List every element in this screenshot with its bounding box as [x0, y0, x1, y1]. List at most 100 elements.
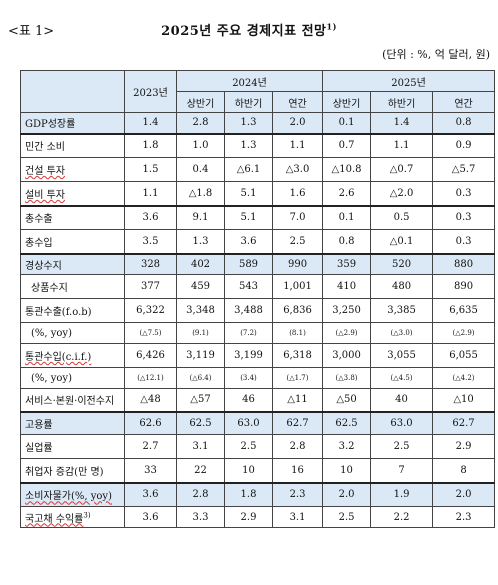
table-cell: 3.6 [224, 229, 273, 254]
header-2025-h2: 하반기 [370, 91, 434, 113]
table-cell: (△1.7) [271, 367, 324, 389]
table-cell: 22 [176, 458, 225, 483]
table-cell: 3.3 [176, 506, 225, 528]
table-cell: (8.1) [271, 322, 324, 344]
table-cell: 1.3 [224, 132, 273, 158]
table-cell: 62.7 [432, 410, 496, 435]
row-label: 실업률 [20, 434, 125, 459]
table-cell: (△4.5) [370, 367, 434, 389]
row-label: (%, yoy) [20, 367, 125, 389]
table-cell: 46 [224, 388, 273, 412]
table-row-cpi: 소비자물가(%, yoy) 3.6 2.8 1.8 2.3 2.0 1.9 2.0 [20, 481, 496, 507]
row-label-text: 건설 투자 [25, 166, 65, 177]
table-cell: 3,000 [322, 343, 372, 368]
row-label-text: 취업자 증감(만 명) [25, 466, 104, 478]
table-cell: 33 [124, 458, 177, 483]
table-cell: 3.6 [124, 204, 177, 230]
table-cell: △48 [124, 388, 177, 412]
table-cell: 6,318 [271, 343, 324, 368]
table-tag: <표 1> [8, 24, 55, 39]
table-cell: △10.8 [322, 157, 372, 182]
table-cell: 10 [322, 458, 372, 483]
header-2025-h1: 상반기 [322, 91, 372, 113]
economic-indicators-table: 2023년 2024년 2025년 상반기 하반기 연간 상반기 하반기 연간 … [20, 70, 496, 528]
table-cell: 0.4 [176, 157, 225, 182]
table-cell: 3.1 [271, 506, 324, 528]
table-cell: 7 [370, 458, 434, 483]
table-cell: 62.5 [176, 410, 225, 435]
table-cell: (3.4) [224, 367, 273, 389]
table-cell: 3,488 [224, 298, 273, 323]
table-cell: (△2.9) [322, 322, 372, 344]
table-cell: (△3.0) [370, 322, 434, 344]
row-label-text: 국고채 수익률 [25, 513, 84, 525]
table-row-goods-balance: 상품수지 377 459 543 1,001 410 480 890 [20, 274, 496, 299]
table-cell: (△7.5) [124, 322, 177, 344]
row-label-text: (%, yoy) [31, 327, 72, 339]
row-label-text: 설비 투자 [25, 189, 65, 201]
table-cell: △2.0 [370, 181, 434, 206]
header-blank [20, 70, 125, 113]
table-cell: 3.2 [322, 434, 372, 459]
row-label-text: 상품수지 [31, 283, 68, 294]
table-cell: (△12.1) [124, 367, 177, 389]
table-cell: 62.5 [322, 410, 372, 435]
table-cell: 2.5 [370, 434, 434, 459]
table-cell: 16 [271, 458, 324, 483]
table-cell: 480 [370, 274, 434, 299]
row-label: 통관수출(f.o.b) [20, 298, 125, 323]
table-cell: 2.0 [432, 481, 496, 507]
table-cell: 2.9 [224, 506, 273, 528]
row-label-text: 통관수입(c.i.f.) [25, 352, 92, 363]
table-cell: 0.7 [322, 132, 372, 158]
row-label-text: 민간 소비 [25, 142, 65, 154]
row-label-text: 총수입 [25, 237, 53, 249]
table-cell: 40 [370, 388, 434, 412]
table-cell: 0.3 [432, 204, 496, 230]
table-cell: 2.8 [271, 434, 324, 459]
table-cell: △11 [271, 388, 324, 412]
table-cell: 3.5 [124, 229, 177, 254]
row-label: 총수입 [20, 229, 125, 254]
table-row-private-consumption: 민간 소비 1.8 1.0 1.3 1.1 0.7 1.1 0.9 [20, 132, 496, 158]
table-cell: 2.5 [322, 506, 372, 528]
table-cell: 10 [224, 458, 273, 483]
table-cell: 880 [432, 252, 496, 275]
table-cell: 1.8 [224, 481, 273, 507]
table-cell: 3.6 [124, 481, 177, 507]
table-cell: 6,635 [432, 298, 496, 323]
table-cell: 2.3 [432, 506, 496, 528]
row-label: 민간 소비 [20, 132, 125, 158]
table-cell: 402 [176, 252, 225, 275]
table-cell: (△3.8) [322, 367, 372, 389]
table-cell: 2.8 [176, 481, 225, 507]
header-2024-annual: 연간 [271, 91, 324, 113]
row-label-text: 총수출 [25, 214, 53, 226]
table-cell: 3.1 [176, 434, 225, 459]
table-cell: (△4.2) [432, 367, 496, 389]
header-2023: 2023년 [124, 70, 177, 113]
table-cell: 1.8 [124, 132, 177, 158]
table-row-customs-imports: 통관수입(c.i.f.) 6,426 3,119 3,199 6,318 3,000 3,0… [20, 343, 496, 368]
table-cell: △5.7 [432, 157, 496, 182]
header-2024-h1: 상반기 [176, 91, 225, 113]
table-row-employment-rate: 고용률 62.6 62.5 63.0 62.7 62.5 63.0 62.7 [20, 410, 496, 435]
table-cell: △6.1 [224, 157, 273, 182]
table-row-customs-exports: 통관수출(f.o.b) 6,322 3,348 3,488 6,836 3,250 3,38… [20, 298, 496, 323]
table-cell: 328 [124, 252, 177, 275]
table-cell: 1,001 [271, 274, 324, 299]
row-label: GDP성장률 [20, 112, 125, 134]
row-label: 경상수지 [20, 252, 125, 275]
table-cell: 2.0 [322, 481, 372, 507]
table-cell: 3,250 [322, 298, 372, 323]
table-row-services-balance: 서비스·본원·이전수지 △48 △57 46 △11 △50 40 △10 [20, 388, 496, 412]
table-cell: 2.8 [176, 112, 225, 134]
table-cell: 0.3 [432, 181, 496, 206]
table-cell: △50 [322, 388, 372, 412]
table-cell: △3.0 [271, 157, 324, 182]
table-row-imports: 총수입 3.5 1.3 3.6 2.5 0.8 △0.1 0.3 [20, 229, 496, 254]
table-cell: 2.0 [271, 112, 324, 134]
row-label: 설비 투자 [20, 181, 125, 206]
table-cell: 0.5 [370, 204, 434, 230]
